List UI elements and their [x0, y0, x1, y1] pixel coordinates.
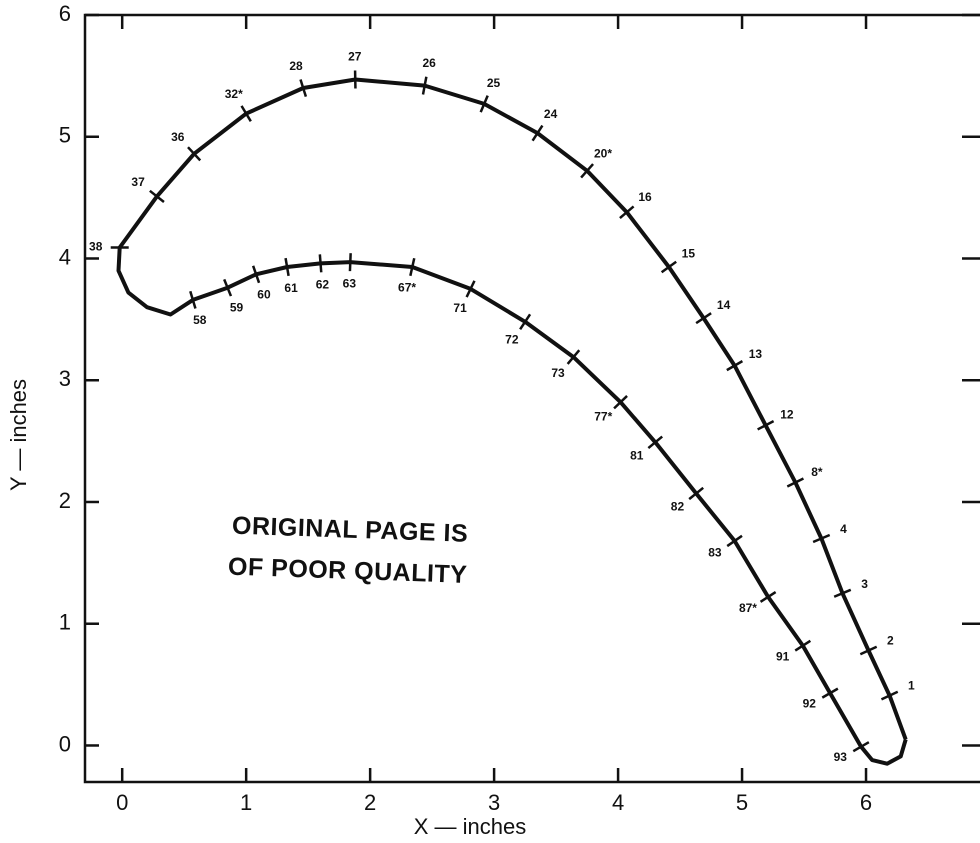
tap-mark [647, 435, 664, 450]
tap-mark [880, 690, 899, 701]
tap-mark [786, 477, 804, 488]
y-tick-label: 4 [59, 244, 71, 269]
tap-label: 71 [453, 301, 467, 315]
tap-label: 63 [343, 276, 357, 290]
tap-label: 62 [316, 277, 330, 291]
tap-label: 2 [887, 633, 894, 647]
tap-mark [859, 645, 878, 656]
tap-label: 93 [834, 750, 848, 764]
tap-label: 26 [422, 56, 436, 70]
tap-mark [409, 257, 416, 277]
x-tick-label: 2 [364, 790, 376, 815]
tap-label: 73 [551, 366, 565, 380]
tap-label: 8* [811, 465, 823, 479]
y-tick-label: 6 [59, 1, 71, 26]
tap-label: 25 [487, 76, 501, 90]
tap-label: 67* [398, 281, 416, 295]
tap-mark [726, 534, 743, 548]
stamp-line: OF POOR QUALITY [228, 553, 468, 589]
tap-label: 37 [131, 175, 145, 189]
y-tick-label: 0 [59, 731, 71, 756]
tap-mark [833, 588, 852, 598]
tap-mark [619, 205, 635, 220]
tap-label: 1 [908, 678, 915, 692]
tap-mark [284, 257, 290, 277]
tap-label: 12 [780, 407, 794, 421]
tap-mark [726, 360, 744, 372]
tap-mark [189, 290, 197, 309]
x-tick-label: 6 [860, 790, 872, 815]
tap-mark [223, 278, 233, 297]
tap-label: 82 [671, 499, 685, 513]
tap-label: 91 [776, 650, 790, 664]
tap-mark [660, 260, 677, 274]
tap-mark [821, 687, 839, 699]
profile-line [116, 77, 908, 766]
tap-mark [299, 79, 308, 98]
tap-label: 61 [284, 281, 298, 295]
tap-label: 4 [840, 522, 847, 536]
tap-label: 20* [594, 147, 612, 161]
tap-label: 13 [749, 347, 763, 361]
tap-mark [479, 95, 489, 113]
tap-label: 83 [708, 546, 722, 560]
tap-mark [695, 312, 712, 325]
x-tick-label: 4 [612, 790, 624, 815]
tap-mark [794, 639, 812, 652]
tap-mark [566, 349, 581, 365]
tap-label: 81 [630, 449, 644, 463]
tap-label: 16 [638, 190, 652, 204]
tap-label: 3 [861, 577, 868, 591]
tap-mark [613, 395, 628, 410]
y-tick-label: 3 [59, 366, 71, 391]
x-tick-label: 0 [116, 790, 128, 815]
x-tick-label: 5 [736, 790, 748, 815]
tap-mark [812, 533, 831, 544]
tap-label: 32* [225, 87, 243, 101]
tap-label: 38 [89, 240, 103, 254]
tap-label: 77* [594, 410, 612, 424]
tap-mark [580, 163, 594, 179]
tap-mark [318, 254, 323, 273]
tap-mark [688, 486, 704, 501]
y-tick-label: 5 [59, 123, 71, 148]
tap-mark [531, 124, 544, 142]
tap-mark [348, 253, 352, 272]
x-tick-label: 1 [240, 790, 252, 815]
y-tick-label: 1 [59, 610, 71, 635]
tap-mark [757, 420, 775, 431]
stamp-line: ORIGINAL PAGE IS [232, 512, 469, 548]
tap-label: 27 [348, 50, 362, 64]
tap-label: 36 [171, 130, 185, 144]
tap-label: 60 [257, 287, 271, 301]
x-axis-label: X — inches [414, 814, 527, 839]
plot-frame [83, 13, 980, 784]
tap-mark [240, 105, 252, 122]
tap-label: 14 [717, 298, 731, 312]
tap-mark [421, 76, 428, 95]
tap-mark [251, 265, 261, 284]
tap-label: 72 [505, 332, 519, 346]
tap-label: 58 [193, 313, 207, 327]
tap-label: 92 [803, 696, 817, 710]
y-tick-label: 2 [59, 488, 71, 513]
tap-label: 28 [289, 59, 303, 73]
tap-mark [149, 189, 165, 203]
tap-label: 87* [739, 601, 757, 615]
y-axis-label: Y — inches [6, 379, 31, 491]
tap-mark [759, 590, 777, 603]
tap-mark [187, 146, 202, 162]
tap-label: 59 [230, 300, 244, 314]
tap-label: 24 [544, 107, 558, 121]
tap-mark [852, 741, 870, 753]
tap-label: 15 [682, 246, 696, 260]
tap-mark [465, 280, 476, 298]
x-tick-label: 3 [488, 790, 500, 815]
tap-mark [519, 313, 532, 330]
